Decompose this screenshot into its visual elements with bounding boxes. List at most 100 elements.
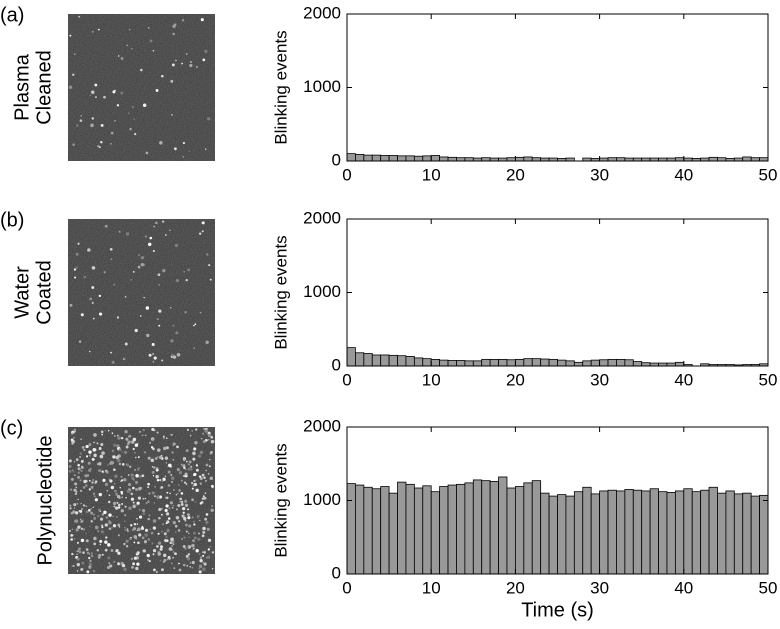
- micrograph-spot: [107, 429, 110, 432]
- micrograph-spot: [202, 432, 205, 435]
- micrograph-spot: [134, 469, 136, 471]
- bar: [607, 489, 617, 575]
- micrograph-spot: [203, 476, 206, 479]
- micrograph-spot: [174, 243, 179, 248]
- micrograph-spot: [183, 536, 186, 539]
- micrograph-spot: [182, 155, 185, 158]
- micrograph-spot: [83, 275, 87, 279]
- micrograph-spot: [155, 468, 159, 472]
- micrograph-spot: [210, 508, 214, 513]
- bar: [540, 492, 550, 575]
- micrograph-spot: [176, 445, 179, 449]
- bar: [607, 358, 617, 367]
- micrograph-spot: [81, 445, 85, 449]
- micrograph-spot: [115, 549, 119, 553]
- micrograph-spot: [93, 516, 97, 520]
- micrograph-spot: [204, 49, 208, 53]
- micrograph-spot: [137, 467, 140, 470]
- micrograph-spot: [100, 141, 103, 144]
- micrograph-spot: [92, 506, 94, 508]
- bar: [658, 491, 668, 575]
- micrograph-spot: [135, 566, 139, 571]
- micrograph-spot: [136, 562, 140, 566]
- bar: [674, 361, 685, 367]
- micrograph-spot: [110, 485, 115, 490]
- bar: [397, 155, 407, 162]
- micrograph-spot: [172, 32, 175, 36]
- micrograph-spot: [208, 458, 211, 461]
- micrograph-spot: [202, 562, 204, 564]
- micrograph-spot: [147, 482, 150, 486]
- micrograph-spot: [170, 474, 173, 477]
- micrograph-spot: [85, 505, 88, 508]
- micrograph-spot: [99, 517, 104, 521]
- micrograph-spot: [69, 488, 73, 491]
- micrograph-spot: [160, 545, 163, 549]
- micrograph-spot: [76, 557, 80, 561]
- micrograph-spot: [120, 91, 124, 95]
- micrograph-spot: [89, 559, 92, 563]
- micrograph-spot: [193, 523, 196, 526]
- micrograph-spot: [145, 306, 150, 310]
- bar: [506, 359, 516, 367]
- micrograph-spot: [195, 488, 199, 493]
- bar: [523, 156, 533, 162]
- micrograph-spot: [128, 112, 130, 114]
- micrograph-spot: [154, 457, 158, 460]
- bar: [590, 359, 600, 367]
- micrograph-spot: [164, 475, 167, 478]
- micrograph-spot: [198, 454, 202, 458]
- micrograph-spot: [198, 567, 201, 570]
- micrograph-spot: [162, 446, 167, 451]
- micrograph-spot: [177, 529, 181, 532]
- micrograph-spot: [185, 523, 188, 527]
- micrograph-spot: [90, 123, 94, 128]
- micrograph-spot: [130, 47, 133, 50]
- micrograph-spot: [78, 510, 81, 513]
- micrograph-spot: [70, 538, 73, 541]
- micrograph-spot: [92, 479, 94, 481]
- micrograph-spot: [100, 123, 104, 127]
- micrograph-spot: [77, 242, 80, 245]
- micrograph-spot: [69, 34, 72, 37]
- micrograph-spot: [175, 331, 179, 335]
- micrograph-spot: [204, 517, 208, 521]
- micrograph-spot: [98, 492, 103, 497]
- micrograph-spot: [151, 491, 155, 495]
- micrograph-spot: [115, 516, 118, 518]
- micrograph-spot: [135, 504, 138, 507]
- bar: [413, 155, 424, 162]
- micrograph-spot: [152, 526, 157, 530]
- bar: [708, 156, 718, 162]
- micrograph-spot: [125, 437, 129, 441]
- micrograph-spot: [184, 547, 187, 550]
- micrograph-spot: [189, 565, 192, 568]
- micrograph-spot: [79, 452, 83, 455]
- micrograph-spot: [184, 311, 187, 314]
- micrograph-spot: [166, 496, 169, 500]
- micrograph-spot: [158, 309, 162, 313]
- micrograph-spot: [88, 454, 91, 457]
- y-tick-label: 1000: [303, 282, 341, 301]
- micrograph-spot: [80, 438, 82, 441]
- micrograph-spot: [93, 513, 95, 516]
- micrograph-spot: [82, 504, 86, 507]
- micrograph-spot: [120, 492, 123, 495]
- micrograph-spot: [148, 353, 152, 357]
- bar: [363, 353, 373, 367]
- micrograph-spot: [69, 303, 73, 307]
- micrograph-spot: [88, 443, 92, 447]
- micrograph-spot: [115, 506, 119, 510]
- micrograph-spot: [76, 124, 79, 127]
- micrograph-spot: [130, 497, 135, 501]
- micrograph-spot: [129, 465, 132, 468]
- bar: [674, 490, 685, 575]
- micrograph-spot: [117, 506, 121, 509]
- micrograph-spot: [204, 429, 208, 433]
- micrograph-spot: [86, 570, 90, 574]
- micrograph-spot: [101, 513, 105, 516]
- micrograph-spot: [76, 541, 79, 544]
- micrograph-spot: [75, 486, 78, 489]
- micrograph-spot: [188, 464, 191, 466]
- micrograph-spot: [98, 294, 102, 298]
